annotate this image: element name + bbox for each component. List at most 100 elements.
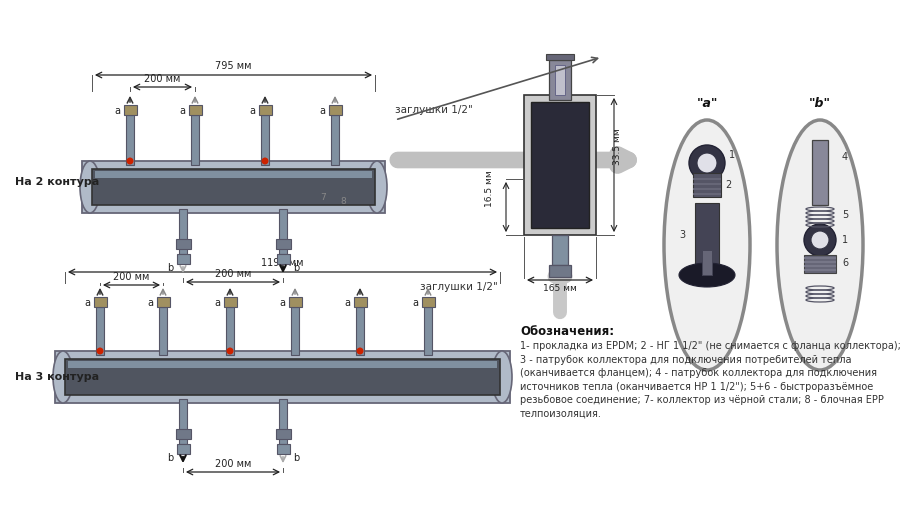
Bar — [549, 60, 571, 100]
Bar — [804, 255, 836, 273]
Bar — [176, 254, 190, 264]
Bar — [226, 307, 234, 355]
Bar — [95, 171, 372, 178]
Text: 165 мм: 165 мм — [543, 284, 577, 293]
Text: a: a — [279, 298, 285, 308]
Ellipse shape — [80, 161, 100, 213]
Bar — [176, 444, 190, 454]
Circle shape — [126, 158, 133, 164]
Bar — [92, 169, 375, 205]
Text: 4: 4 — [842, 152, 848, 162]
Text: a: a — [344, 298, 350, 308]
Circle shape — [357, 348, 363, 354]
Text: 200 мм: 200 мм — [114, 272, 150, 282]
Text: 795 мм: 795 мм — [215, 61, 252, 71]
Bar — [549, 265, 571, 277]
Bar — [693, 173, 721, 197]
Text: 2: 2 — [725, 180, 731, 190]
Text: 8: 8 — [340, 197, 346, 205]
Ellipse shape — [492, 351, 512, 403]
Circle shape — [804, 224, 836, 256]
Bar — [179, 209, 187, 254]
Text: 1: 1 — [842, 235, 848, 245]
Text: 33.5 мм: 33.5 мм — [613, 128, 621, 165]
Text: 1- прокладка из EPDM; 2 - НГ 1 1/2" (не снимается с фланца коллектора);
3 - патр: 1- прокладка из EPDM; 2 - НГ 1 1/2" (не … — [520, 341, 901, 419]
Bar — [94, 297, 106, 307]
Bar — [126, 115, 134, 165]
Bar — [546, 54, 574, 60]
Bar — [175, 429, 191, 439]
Bar — [175, 239, 191, 249]
Text: "a": "a" — [696, 97, 717, 110]
Text: b: b — [293, 453, 300, 463]
Text: 200 мм: 200 мм — [215, 459, 252, 469]
Bar — [424, 307, 432, 355]
Bar — [279, 399, 287, 444]
Text: 1195 мм: 1195 мм — [262, 258, 304, 268]
Bar — [353, 297, 367, 307]
Text: 5: 5 — [842, 210, 848, 220]
Bar — [329, 105, 341, 115]
Bar — [695, 203, 719, 265]
Bar — [804, 265, 836, 267]
Ellipse shape — [664, 120, 750, 370]
Text: a: a — [114, 106, 120, 116]
Bar — [289, 297, 301, 307]
Bar — [291, 307, 299, 355]
Bar — [531, 102, 589, 228]
Text: b: b — [293, 263, 300, 273]
Bar — [524, 95, 596, 235]
Text: заглушки 1/2": заглушки 1/2" — [420, 282, 498, 292]
Text: На 2 контура: На 2 контура — [15, 177, 99, 187]
Bar — [693, 178, 721, 180]
Text: a: a — [412, 298, 418, 308]
Bar — [96, 307, 104, 355]
Bar — [156, 297, 170, 307]
Bar — [65, 359, 500, 395]
Circle shape — [697, 153, 717, 173]
Bar — [223, 297, 236, 307]
Text: 200 мм: 200 мм — [215, 269, 252, 279]
Bar — [277, 444, 290, 454]
Bar — [261, 115, 269, 165]
Text: 7: 7 — [320, 193, 326, 201]
Text: a: a — [214, 298, 220, 308]
Circle shape — [226, 348, 233, 354]
Circle shape — [262, 158, 269, 164]
Bar — [82, 161, 385, 213]
Text: 1: 1 — [729, 150, 735, 160]
Bar — [68, 361, 497, 368]
Text: a: a — [249, 106, 255, 116]
Bar — [55, 351, 510, 403]
Bar — [279, 209, 287, 254]
Bar — [277, 254, 290, 264]
Bar — [356, 307, 364, 355]
Text: 3: 3 — [679, 230, 685, 240]
Circle shape — [689, 145, 725, 181]
Bar — [259, 105, 271, 115]
Bar — [123, 105, 136, 115]
Bar — [702, 250, 712, 275]
Bar — [804, 269, 836, 271]
Bar — [275, 239, 291, 249]
Text: a: a — [319, 106, 325, 116]
Text: a: a — [147, 298, 153, 308]
Bar — [159, 307, 167, 355]
Bar — [804, 261, 836, 263]
Ellipse shape — [53, 351, 73, 403]
Text: b: b — [167, 453, 173, 463]
Bar — [421, 297, 435, 307]
Bar — [693, 188, 721, 190]
Bar — [555, 65, 565, 95]
Bar — [189, 105, 202, 115]
Bar — [191, 115, 199, 165]
Text: "b": "b" — [809, 97, 831, 110]
Ellipse shape — [367, 161, 387, 213]
Text: b: b — [167, 263, 173, 273]
Text: Обозначения:: Обозначения: — [520, 325, 614, 338]
Text: 16.5 мм: 16.5 мм — [486, 170, 495, 207]
Text: a: a — [84, 298, 90, 308]
Bar — [331, 115, 339, 165]
Text: заглушки 1/2": заглушки 1/2" — [395, 105, 473, 115]
Bar — [812, 140, 828, 205]
